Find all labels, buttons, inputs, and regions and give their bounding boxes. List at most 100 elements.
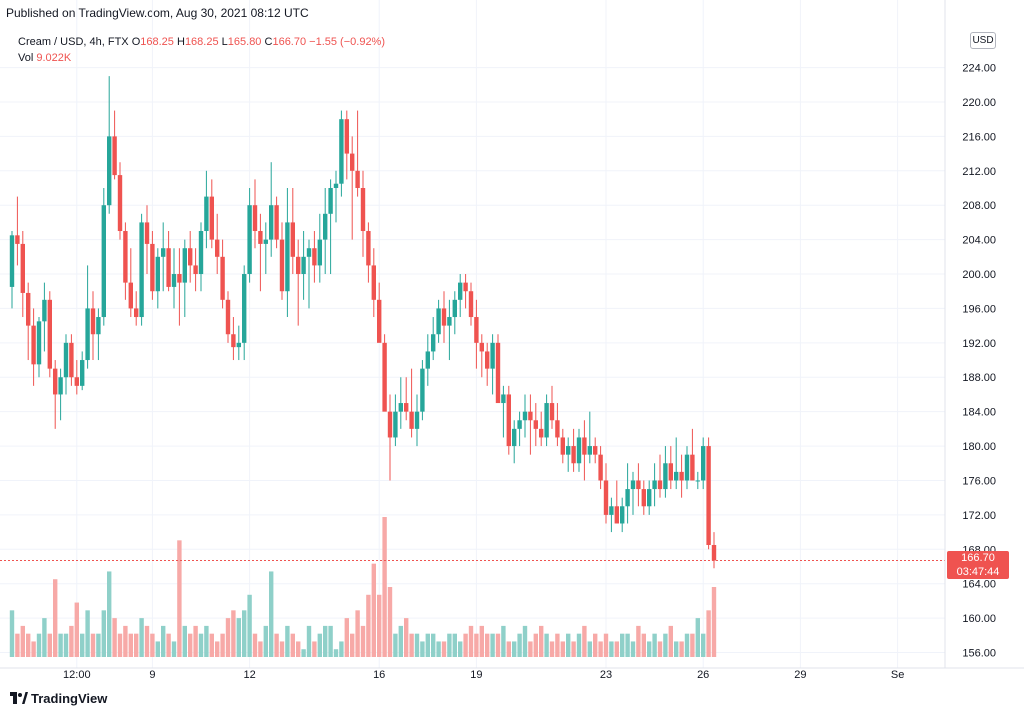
- legend-open-value: 168.25: [140, 36, 174, 48]
- candle: [630, 471, 636, 515]
- volume-bar: [188, 633, 193, 657]
- volume-bar: [522, 625, 528, 657]
- candle-body: [636, 480, 641, 490]
- candle-body: [15, 235, 20, 244]
- candle: [587, 411, 592, 464]
- volume-bar: [182, 625, 187, 657]
- y-tick-label: 208.00: [962, 200, 996, 212]
- volume-bar: [360, 625, 366, 657]
- candle-body: [539, 428, 544, 438]
- candle-body: [58, 377, 63, 395]
- last-price-tag: 166.70 03:47:44: [947, 551, 1009, 579]
- volume-bar: [711, 587, 717, 657]
- volume-bar: [204, 625, 209, 657]
- candle: [53, 360, 58, 429]
- volume-bar: [339, 641, 344, 657]
- candle: [711, 532, 717, 569]
- legend-close-value: 166.70: [272, 36, 307, 48]
- candle-body: [528, 411, 533, 421]
- chart-legend: Cream / USD, 4h, FTX O168.25 H168.25 L16…: [18, 34, 385, 66]
- candle: [528, 394, 533, 455]
- candle: [296, 239, 301, 326]
- x-tick-label: 12: [243, 669, 255, 681]
- volume-bar: [582, 625, 587, 657]
- volume-bar: [506, 641, 511, 657]
- candle: [593, 437, 598, 464]
- candle-body: [630, 480, 636, 490]
- candle: [512, 420, 517, 464]
- volume-bar: [452, 633, 457, 657]
- candle: [328, 179, 333, 275]
- candle: [522, 394, 528, 438]
- candle: [468, 282, 474, 326]
- candle: [431, 317, 436, 361]
- candle-body: [26, 292, 31, 326]
- candle: [393, 394, 398, 447]
- candle: [485, 342, 490, 386]
- candle: [560, 428, 565, 464]
- volume-bar: [490, 633, 495, 657]
- candle-body: [701, 446, 706, 481]
- candle-body: [36, 321, 42, 365]
- volume-bar: [306, 625, 312, 657]
- candle: [306, 239, 312, 309]
- candle-body: [657, 480, 663, 490]
- candle-body: [209, 196, 214, 240]
- candle: [177, 248, 182, 326]
- candle-body: [393, 411, 398, 438]
- volume-bar: [366, 594, 371, 657]
- candle: [58, 368, 63, 421]
- candle: [549, 385, 555, 429]
- candle-body: [317, 239, 322, 266]
- candle-body: [571, 446, 576, 464]
- y-tick-label: 220.00: [962, 97, 996, 109]
- volume-bar: [150, 633, 155, 657]
- candle: [533, 403, 538, 447]
- volume-bar: [404, 618, 409, 657]
- candle-body: [522, 411, 528, 421]
- candle-body: [74, 377, 79, 386]
- candle: [112, 110, 117, 180]
- candle-body: [679, 471, 684, 481]
- candle-body: [625, 489, 630, 507]
- y-tick-label: 160.00: [962, 613, 996, 625]
- volume-bar: [107, 571, 112, 657]
- candle: [458, 274, 463, 318]
- candle: [204, 170, 209, 249]
- candle: [279, 222, 285, 300]
- candle: [652, 463, 657, 507]
- volume-bar: [528, 641, 533, 657]
- bar-countdown: 03:47:44: [956, 566, 1000, 578]
- candle-body: [603, 480, 609, 515]
- candle: [603, 463, 609, 524]
- candle-body: [566, 446, 571, 455]
- tradingview-brand[interactable]: TradingView: [10, 691, 107, 706]
- candle: [436, 299, 441, 343]
- volume-bar: [90, 633, 96, 657]
- x-tick-label: 29: [794, 669, 806, 681]
- published-header: Published on TradingView.com, Aug 30, 20…: [6, 6, 309, 20]
- candle-body: [312, 248, 317, 266]
- candle: [263, 222, 268, 275]
- candle: [598, 446, 603, 490]
- volume-bar: [382, 517, 387, 657]
- volume-bar: [674, 641, 679, 657]
- volume-bar: [252, 633, 258, 657]
- candle-body: [468, 291, 474, 318]
- candle-body: [166, 248, 171, 287]
- candle: [333, 170, 339, 223]
- candle-body: [436, 308, 441, 335]
- candle: [404, 377, 409, 421]
- volume-bar: [512, 641, 517, 657]
- candle-body: [306, 248, 312, 257]
- candle: [641, 480, 646, 515]
- volume-bar: [9, 610, 15, 657]
- candle-body: [279, 239, 285, 292]
- candle: [139, 213, 144, 326]
- volume-bar: [441, 641, 447, 657]
- candle: [274, 196, 279, 249]
- candle-body: [447, 317, 452, 326]
- candle-body: [236, 342, 241, 348]
- currency-button[interactable]: USD: [970, 32, 996, 49]
